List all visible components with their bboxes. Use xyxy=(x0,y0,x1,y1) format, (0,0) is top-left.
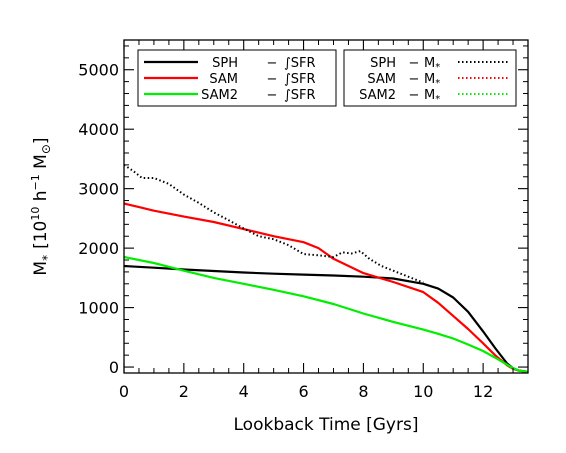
legend-quantity-subscript: * xyxy=(435,78,440,89)
legend-quantity: M* xyxy=(424,56,440,73)
legend-quantity-subscript: * xyxy=(435,94,440,105)
legend-label: SAM2 xyxy=(359,88,396,103)
x-tick-label: 8 xyxy=(358,382,368,401)
y-label-symbol: M xyxy=(31,261,51,276)
y-tick-label: 5000 xyxy=(78,61,119,80)
series-line-0 xyxy=(123,264,529,373)
legend-label: SAM xyxy=(367,72,396,87)
legend-dash: − xyxy=(409,88,420,103)
legend-dash: − xyxy=(267,56,278,71)
x-tick-label: 0 xyxy=(119,382,129,401)
y-label-h: h xyxy=(31,190,51,206)
series-line-1 xyxy=(123,202,529,373)
legend-dash: − xyxy=(409,72,420,87)
legend-quantity-subscript: * xyxy=(435,62,440,73)
x-axis-label: Lookback Time [Gyrs] xyxy=(234,415,419,435)
y-label-exp2: −1 xyxy=(29,174,42,190)
x-tick-label: 2 xyxy=(179,382,189,401)
y-label-sun-subscript: ⊙ xyxy=(39,144,53,154)
legend-quantity: ∫SFR xyxy=(284,72,316,87)
y-label-m: M xyxy=(31,154,51,174)
y-label-subscript: * xyxy=(40,255,54,261)
legend-dash: − xyxy=(267,72,278,87)
x-tick-label: 4 xyxy=(239,382,249,401)
x-tick-label: 10 xyxy=(413,382,433,401)
x-tick-label: 6 xyxy=(298,382,308,401)
y-tick-label: 2000 xyxy=(78,239,119,258)
legend-quantity-symbol: M xyxy=(424,56,435,71)
series-line-3 xyxy=(123,164,424,284)
legend-quantity: M* xyxy=(424,88,440,105)
legend-dash: − xyxy=(267,88,278,103)
legend-quantity: ∫SFR xyxy=(284,88,316,103)
series-line-2 xyxy=(123,255,529,373)
y-label-bracket-close: ] xyxy=(31,137,51,144)
legend-quantity: ∫SFR xyxy=(284,56,316,71)
legend-label: SPH xyxy=(212,56,238,71)
y-tick-label: 4000 xyxy=(78,120,119,139)
legend-label: SPH xyxy=(370,56,396,71)
plot-frame xyxy=(123,39,529,374)
legend-label: SAM2 xyxy=(201,88,238,103)
legend-quantity-symbol: M xyxy=(424,88,435,103)
legend-dash: − xyxy=(409,56,420,71)
y-axis-label: M*[1010 h−1 M⊙] xyxy=(29,137,54,275)
y-tick-label: 3000 xyxy=(78,180,119,199)
legend-quantity: M* xyxy=(424,72,440,89)
legend-quantity-symbol: M xyxy=(424,72,435,87)
y-label-exp1: 10 xyxy=(29,207,42,221)
ticks-layer: 0 2 4 6 8 10 12 0 1000 2000 3000 4000 5000 xyxy=(78,40,529,401)
legend-label: SAM xyxy=(209,72,238,87)
y-tick-label: 1000 xyxy=(78,299,119,318)
y-label-bracket-open: [10 xyxy=(31,221,51,249)
y-tick-label: 0 xyxy=(109,358,119,377)
series-layer xyxy=(123,164,529,373)
x-tick-label: 12 xyxy=(473,382,493,401)
legend-stellar-mass: SPH − M*SAM − M*SAM2− M* xyxy=(343,49,517,107)
